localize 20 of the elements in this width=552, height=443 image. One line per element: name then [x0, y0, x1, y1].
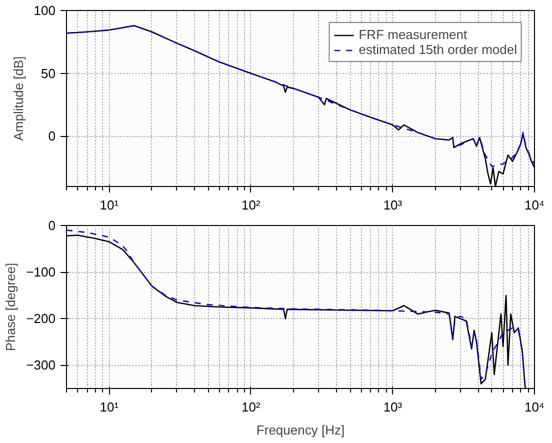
legend-label: estimated 15th order model [358, 42, 517, 57]
x-tick-label: 10³ [383, 198, 403, 212]
x-tick-label: 10⁴ [524, 400, 545, 414]
x-tick-label: 10¹ [100, 400, 120, 414]
y-tick-label: 100 [34, 3, 56, 18]
y-axis-title: Amplitude [dB] [10, 56, 26, 141]
y-tick-label: 0 [48, 218, 56, 233]
y-tick-label: −300 [26, 358, 56, 373]
y-tick-label: −200 [26, 311, 56, 326]
y-tick-label: 50 [41, 66, 56, 81]
x-tick-label: 10⁴ [524, 198, 545, 212]
legend-label: FRF measurement [358, 27, 468, 42]
x-axis-title: Frequency [Hz] [256, 422, 345, 438]
y-axis-title: Phase [degree] [3, 262, 18, 352]
y-tick-label: −100 [26, 264, 56, 280]
x-tick-label: 10² [242, 198, 262, 212]
x-tick-label: 10² [242, 400, 262, 414]
x-tick-label: 10¹ [100, 198, 120, 212]
y-tick-label: 0 [48, 128, 56, 144]
x-tick-label: 10³ [383, 400, 403, 414]
